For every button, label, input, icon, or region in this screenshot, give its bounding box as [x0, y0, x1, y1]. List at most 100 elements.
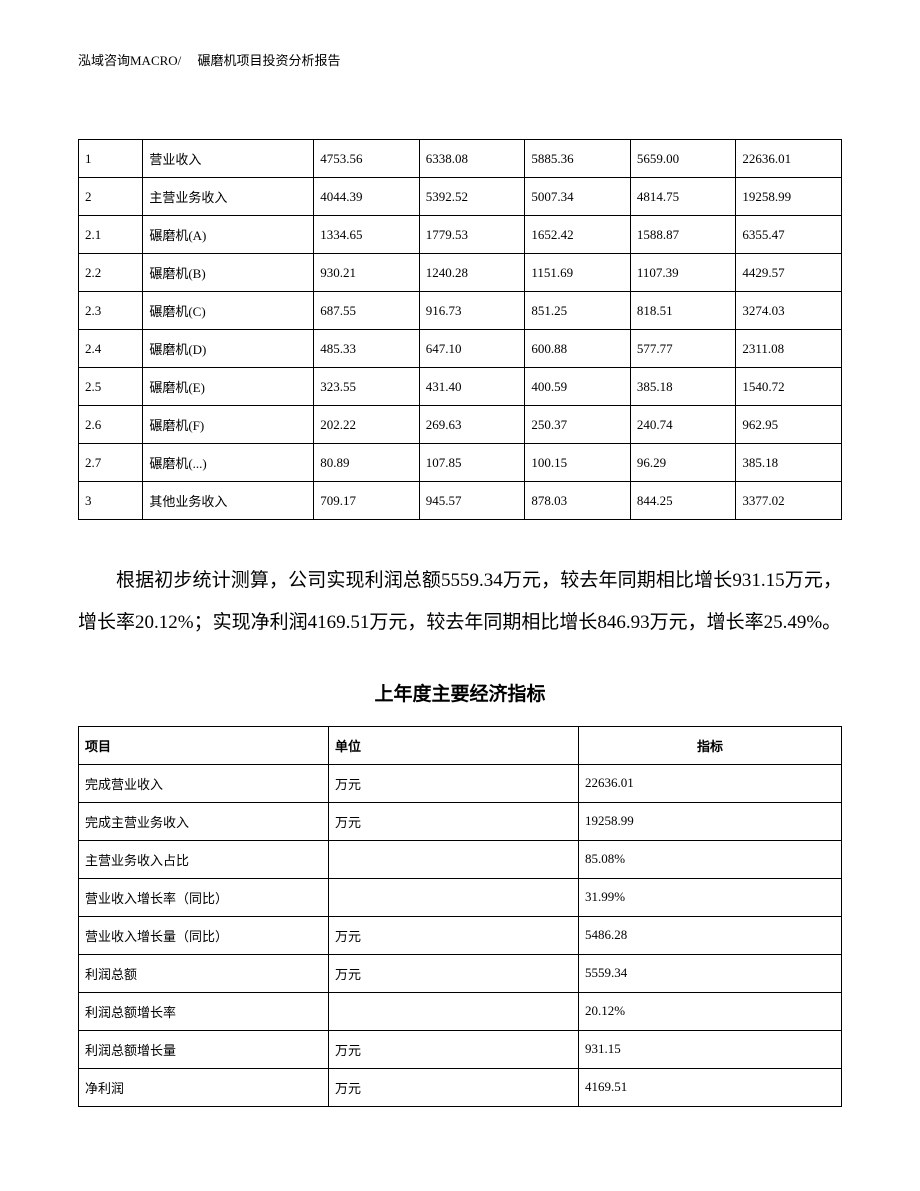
table-cell: 930.21: [314, 254, 420, 292]
table-cell: 营业收入: [143, 140, 314, 178]
document-header: 泓域咨询MACRO/ 碾磨机项目投资分析报告: [78, 50, 842, 69]
table-cell: 3377.02: [736, 482, 842, 520]
table-cell: 万元: [329, 954, 579, 992]
table-cell: 碾磨机(D): [143, 330, 314, 368]
table-cell: 6338.08: [419, 140, 525, 178]
table-cell: 400.59: [525, 368, 631, 406]
table-cell: 主营业务收入占比: [79, 840, 329, 878]
table-row: 3其他业务收入709.17945.57878.03844.253377.02: [79, 482, 842, 520]
table-cell: 万元: [329, 1068, 579, 1106]
table-cell: 5392.52: [419, 178, 525, 216]
table-row: 净利润万元4169.51: [79, 1068, 842, 1106]
table-cell: [329, 840, 579, 878]
table-cell: 385.18: [736, 444, 842, 482]
table-cell: 485.33: [314, 330, 420, 368]
table-cell: 709.17: [314, 482, 420, 520]
table-cell: 22636.01: [736, 140, 842, 178]
table-cell: 577.77: [630, 330, 736, 368]
header-item: 项目: [79, 726, 329, 764]
table-cell: 利润总额增长量: [79, 1030, 329, 1068]
table-cell: 600.88: [525, 330, 631, 368]
table-cell: 31.99%: [579, 878, 842, 916]
table-cell: 818.51: [630, 292, 736, 330]
table-cell: 1107.39: [630, 254, 736, 292]
table-cell: 5659.00: [630, 140, 736, 178]
table-row: 营业收入增长量（同比）万元5486.28: [79, 916, 842, 954]
table-cell: 5559.34: [579, 954, 842, 992]
table-cell: 2311.08: [736, 330, 842, 368]
table-cell: 2.3: [79, 292, 143, 330]
table-cell: 2.5: [79, 368, 143, 406]
table-cell: 1240.28: [419, 254, 525, 292]
table-cell: 945.57: [419, 482, 525, 520]
summary-paragraph: 根据初步统计测算，公司实现利润总额5559.34万元，较去年同期相比增长931.…: [78, 560, 842, 644]
table-cell: 5885.36: [525, 140, 631, 178]
table-cell: 962.95: [736, 406, 842, 444]
table-cell: 269.63: [419, 406, 525, 444]
table-cell: 完成营业收入: [79, 764, 329, 802]
table-row: 2.4碾磨机(D)485.33647.10600.88577.772311.08: [79, 330, 842, 368]
table-cell: 22636.01: [579, 764, 842, 802]
table-row: 2.7碾磨机(...)80.89107.85100.1596.29385.18: [79, 444, 842, 482]
table-cell: 851.25: [525, 292, 631, 330]
table-cell: [329, 878, 579, 916]
table-cell: 6355.47: [736, 216, 842, 254]
table-cell: 2: [79, 178, 143, 216]
table-cell: 3: [79, 482, 143, 520]
table-cell: 100.15: [525, 444, 631, 482]
table-cell: 202.22: [314, 406, 420, 444]
table-cell: 4814.75: [630, 178, 736, 216]
table-cell: 1: [79, 140, 143, 178]
table-cell: 85.08%: [579, 840, 842, 878]
table-cell: 2.1: [79, 216, 143, 254]
table-cell: 碾磨机(E): [143, 368, 314, 406]
table-row: 2.1碾磨机(A)1334.651779.531652.421588.87635…: [79, 216, 842, 254]
table-row: 2.2碾磨机(B)930.211240.281151.691107.394429…: [79, 254, 842, 292]
table-cell: 878.03: [525, 482, 631, 520]
table-cell: 687.55: [314, 292, 420, 330]
table-cell: 844.25: [630, 482, 736, 520]
table-cell: 19258.99: [579, 802, 842, 840]
table-row: 利润总额增长率 20.12%: [79, 992, 842, 1030]
table-cell: 万元: [329, 916, 579, 954]
table-cell: 385.18: [630, 368, 736, 406]
table-cell: 2.2: [79, 254, 143, 292]
table-cell: 营业收入增长率（同比）: [79, 878, 329, 916]
table-cell: 647.10: [419, 330, 525, 368]
table-cell: 250.37: [525, 406, 631, 444]
header-text: 泓域咨询MACRO/ 碾磨机项目投资分析报告: [78, 53, 341, 68]
table-cell: 2.4: [79, 330, 143, 368]
table-cell: 碾磨机(...): [143, 444, 314, 482]
table-cell: 240.74: [630, 406, 736, 444]
table-row: 2.5碾磨机(E)323.55431.40400.59385.181540.72: [79, 368, 842, 406]
table-cell: 323.55: [314, 368, 420, 406]
revenue-table-body: 1营业收入4753.566338.085885.365659.0022636.0…: [79, 140, 842, 520]
table-cell: 碾磨机(B): [143, 254, 314, 292]
table-row: 完成主营业务收入万元19258.99: [79, 802, 842, 840]
indicators-table-body: 完成营业收入万元22636.01完成主营业务收入万元19258.99主营业务收入…: [79, 764, 842, 1106]
header-metric: 指标: [579, 726, 842, 764]
table-cell: 5486.28: [579, 916, 842, 954]
table-cell: 1540.72: [736, 368, 842, 406]
table-cell: 营业收入增长量（同比）: [79, 916, 329, 954]
table-cell: 碾磨机(C): [143, 292, 314, 330]
table-cell: 4753.56: [314, 140, 420, 178]
table-cell: 20.12%: [579, 992, 842, 1030]
table-row: 利润总额万元5559.34: [79, 954, 842, 992]
table-cell: 916.73: [419, 292, 525, 330]
table-cell: 碾磨机(F): [143, 406, 314, 444]
table-row: 1营业收入4753.566338.085885.365659.0022636.0…: [79, 140, 842, 178]
table-row: 主营业务收入占比 85.08%: [79, 840, 842, 878]
table-cell: 完成主营业务收入: [79, 802, 329, 840]
indicators-table: 项目 单位 指标 完成营业收入万元22636.01完成主营业务收入万元19258…: [78, 726, 842, 1107]
table-cell: 1588.87: [630, 216, 736, 254]
table-cell: 4169.51: [579, 1068, 842, 1106]
table-cell: 利润总额: [79, 954, 329, 992]
table-cell: 1151.69: [525, 254, 631, 292]
table-cell: 其他业务收入: [143, 482, 314, 520]
table-cell: 主营业务收入: [143, 178, 314, 216]
table-cell: 利润总额增长率: [79, 992, 329, 1030]
table-cell: 1652.42: [525, 216, 631, 254]
table-cell: 万元: [329, 1030, 579, 1068]
table-cell: 96.29: [630, 444, 736, 482]
